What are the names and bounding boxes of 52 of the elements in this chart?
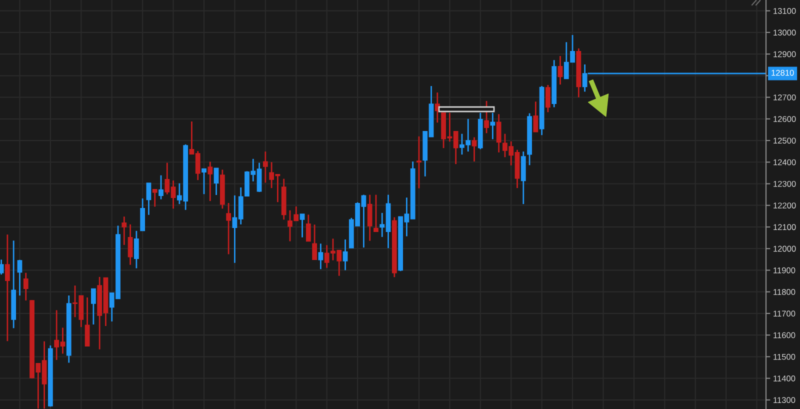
y-tick-label: 12100 <box>774 224 796 230</box>
candlestick <box>158 174 164 200</box>
y-tick-label: 12900 <box>774 51 796 58</box>
candlestick <box>318 242 324 270</box>
candlestick <box>152 188 158 208</box>
y-tick-label: 11700 <box>774 310 796 317</box>
candlestick <box>134 230 139 269</box>
y-tick-label: 12000 <box>774 246 796 252</box>
y-tick-label: 11800 <box>774 289 796 295</box>
candlestick <box>23 272 28 302</box>
y-tick-label: 12700 <box>774 94 796 100</box>
y-tick-label: 12400 <box>774 159 796 166</box>
candlestick <box>262 150 268 184</box>
candlestick <box>128 224 133 266</box>
candlestick <box>306 214 311 242</box>
candlestick <box>5 234 10 342</box>
candlestick <box>374 194 378 232</box>
y-tick-label: 13100 <box>774 8 796 14</box>
y-tick-label: 12500 <box>774 138 796 144</box>
y-tick-label: 13000 <box>774 30 796 36</box>
candlestick <box>342 238 348 271</box>
y-tick-label: 11900 <box>774 267 796 274</box>
candlestick <box>146 182 152 216</box>
y-tick-label: 12200 <box>774 202 796 208</box>
candlestick <box>546 84 550 113</box>
candlestick <box>0 258 4 276</box>
y-tick-label: 12600 <box>774 116 796 122</box>
y-tick-label: 12300 <box>774 180 796 187</box>
candlestick <box>17 259 22 296</box>
candlestick <box>208 161 213 202</box>
y-tick-label: 11600 <box>774 332 796 338</box>
candlestick <box>558 55 563 86</box>
candlestick <box>312 224 318 260</box>
candlestick <box>140 198 146 232</box>
y-tick-label: 11500 <box>774 354 796 360</box>
candlestick <box>472 136 477 162</box>
candlestick <box>90 288 96 326</box>
candlestick <box>367 194 372 242</box>
y-tick-label: 11400 <box>774 376 796 382</box>
candlestick <box>300 213 305 238</box>
candlestick <box>533 100 538 133</box>
candlestick <box>484 100 489 134</box>
ref-line-label: 12810 <box>772 70 794 76</box>
candlestick <box>122 216 127 246</box>
candlestick <box>226 202 232 255</box>
candlestick <box>496 113 502 154</box>
candlestick <box>214 167 219 196</box>
y-tick-label: 11300 <box>774 397 796 404</box>
candlestick <box>202 168 206 195</box>
candlestick <box>490 112 496 140</box>
candlestick <box>84 296 90 347</box>
candlestick <box>416 136 422 189</box>
